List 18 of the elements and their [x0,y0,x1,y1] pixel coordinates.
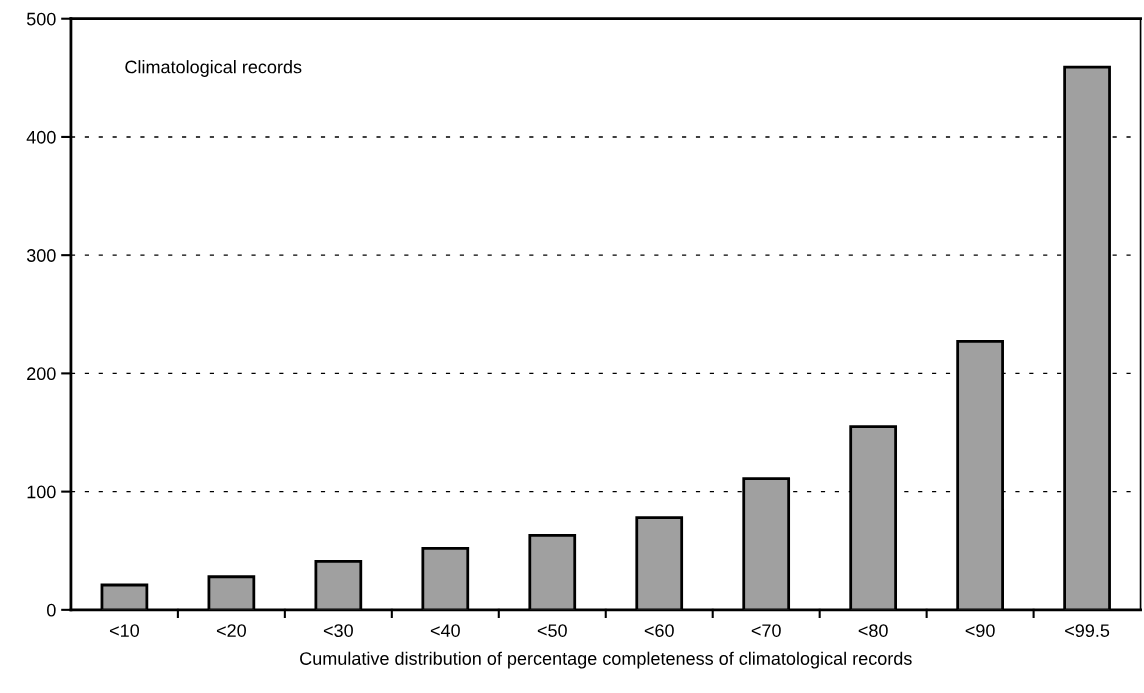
x-tick-label: <99.5 [1065,624,1110,637]
y-tick-label: 200 [27,367,56,381]
y-tick-label: 0 [47,603,56,617]
x-tick-label: <70 [751,624,781,637]
x-axis-title: Cumulative distribution of percentage completeness of climatological records [300,651,912,669]
x-tick-label: <90 [965,624,995,637]
x-tick-label: <30 [323,624,353,637]
y-tick-label: 100 [27,485,56,499]
x-tick-label: <50 [537,624,567,637]
x-tick-label: <10 [109,624,140,637]
y-tick-label: 400 [26,130,56,144]
x-tick-label: <60 [644,624,674,637]
annotation: Climatological records [125,60,302,77]
x-tick-label: <80 [858,624,888,637]
y-tick-label: 500 [26,12,56,26]
x-tick-label: <40 [430,624,460,637]
x-tick-label: <20 [216,624,246,637]
y-tick-label: 300 [26,249,56,262]
